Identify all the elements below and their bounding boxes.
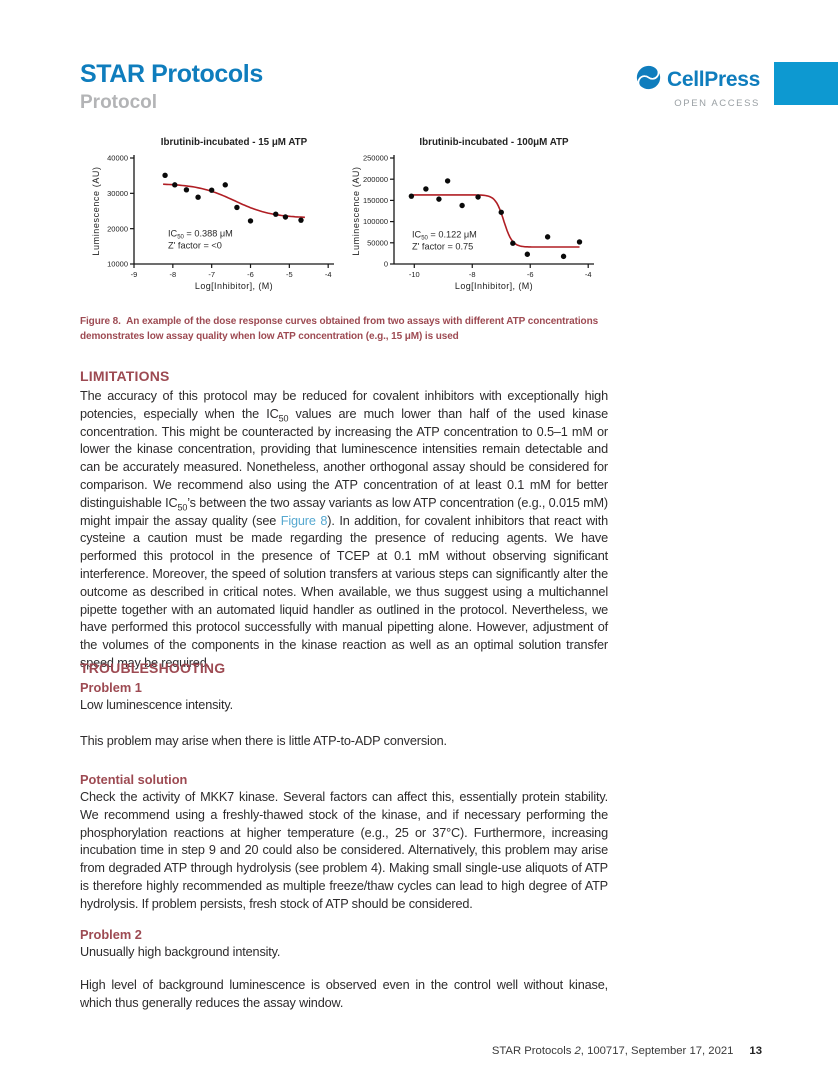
svg-text:200000: 200000 [363,175,388,184]
figure-caption-text: An example of the dose response curves o… [80,316,599,342]
journal-title: STAR Protocols [80,60,263,88]
footer-citation: STAR Protocols 2, 100717, September 17, … [492,1045,762,1057]
figure-8-panel: Ibrutinib-incubated - 15 μM ATP 10000 2000… [88,134,600,298]
dose-response-chart-100uM-ATP: Ibrutinib-incubated - 100μM ATP 0 50000 100… [348,134,600,298]
svg-text:10000: 10000 [107,260,128,269]
svg-text:50000: 50000 [367,238,388,247]
problem-1-cause: This problem may arise when there is lit… [80,734,447,748]
svg-text:Luminescence (AU): Luminescence (AU) [91,166,101,255]
figure-caption-label: Figure 8. [80,316,121,327]
problem-2-cause: High level of background luminescence is… [80,978,608,1010]
chart-svg: Ibrutinib-incubated - 15 μM ATP 10000 2000… [91,137,334,291]
cellpress-logo-icon [635,64,662,96]
svg-text:-10: -10 [409,270,420,279]
publisher-name: CellPress [666,68,760,91]
svg-text:150000: 150000 [363,196,388,205]
svg-text:IC50 = 0.388 μM: IC50 = 0.388 μM [168,228,233,240]
figure-8-link[interactable]: Figure 8 [280,513,328,528]
svg-text:Luminescence (AU): Luminescence (AU) [351,166,361,255]
page-number: 13 [749,1045,762,1057]
svg-text:100000: 100000 [363,217,388,226]
problem-2-heading: Problem 2 [80,927,142,942]
footer-citation-text: STAR Protocols 2, 100717, September 17, … [491,1045,734,1057]
svg-text:30000: 30000 [107,189,128,198]
problem-1-heading: Problem 1 [80,680,142,695]
svg-text:Log[Inhibitor], (M): Log[Inhibitor], (M) [195,281,273,291]
svg-text:-5: -5 [286,270,293,279]
dose-response-chart-15uM-ATP: Ibrutinib-incubated - 15 μM ATP 10000 2000… [88,134,340,298]
svg-text:250000: 250000 [363,154,388,163]
svg-text:-6: -6 [527,270,534,279]
svg-text:-4: -4 [585,270,592,279]
svg-text:-9: -9 [131,270,138,279]
svg-text:Z' factor = 0.75: Z' factor = 0.75 [412,242,473,252]
svg-text:Ibrutinib-incubated - 100μM AT: Ibrutinib-incubated - 100μM ATP [419,137,569,148]
svg-text:Ibrutinib-incubated - 15 μM AT: Ibrutinib-incubated - 15 μM ATP [161,137,308,148]
troubleshooting-heading: TROUBLESHOOTING [80,660,226,676]
limitations-heading: LIMITATIONS [80,368,170,384]
problem-1-symptom: Low luminescence intensity. [80,698,233,712]
open-access-label: OPEN ACCESS [674,98,760,109]
problem-2-symptom: Unusually high background intensity. [80,945,281,959]
figure-caption: Figure 8. An example of the dose respons… [80,314,612,344]
potential-solution-paragraph: Check the activity of MKK7 kinase. Sever… [80,790,608,911]
article-type-label: Protocol [80,92,158,113]
svg-text:-4: -4 [325,270,332,279]
chart-svg: Ibrutinib-incubated - 100μM ATP 0 50000 100… [351,137,594,291]
accent-bar [774,62,838,105]
svg-text:-7: -7 [208,270,215,279]
svg-text:-6: -6 [247,270,254,279]
svg-text:IC50 = 0.122 μM: IC50 = 0.122 μM [412,230,477,242]
svg-text:40000: 40000 [107,154,128,163]
svg-text:20000: 20000 [107,224,128,233]
limitations-paragraph: The accuracy of this protocol may be red… [80,389,609,670]
potential-solution-heading: Potential solution [80,772,188,787]
svg-text:Z' factor = <0: Z' factor = <0 [168,240,222,250]
svg-text:0: 0 [384,260,388,269]
svg-text:-8: -8 [169,270,176,279]
svg-text:Log[Inhibitor], (M): Log[Inhibitor], (M) [455,281,533,291]
svg-text:-8: -8 [469,270,476,279]
publisher-brand: CellPress OPEN ACCESS [635,64,760,109]
